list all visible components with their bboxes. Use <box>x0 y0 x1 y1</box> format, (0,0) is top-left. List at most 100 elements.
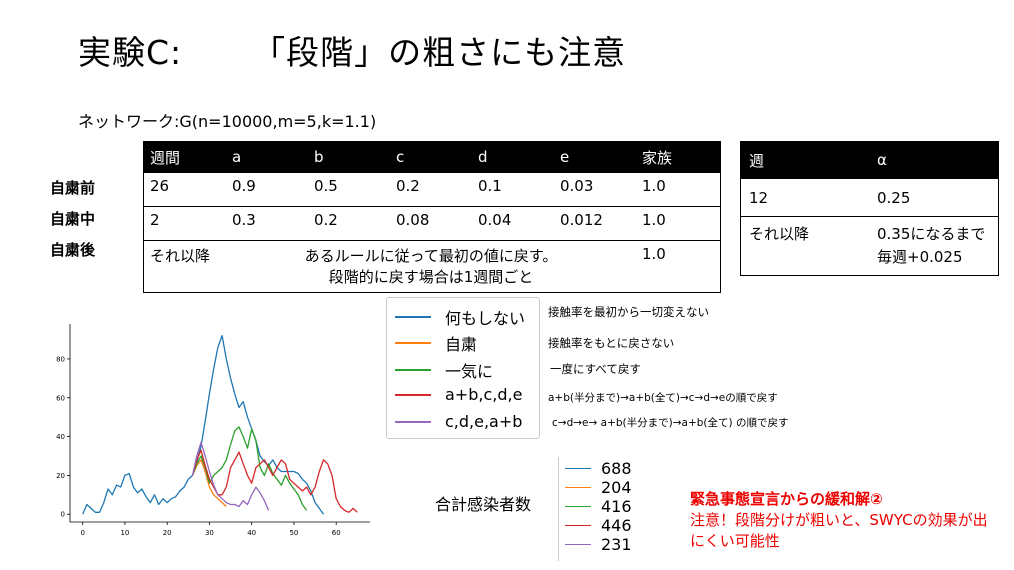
table-cell-week: それ以降 <box>143 240 226 293</box>
y-tick-label: 40 <box>56 433 65 441</box>
header-cell: 週 <box>740 141 869 179</box>
table-cell: 0.2 <box>308 206 390 241</box>
header-cell: a <box>226 141 308 173</box>
total-value: 446 <box>601 516 632 535</box>
infection-chart: 0 10 20 30 40 50 60 0 20 40 60 80 <box>56 324 370 537</box>
table-cell: 1.0 <box>636 206 721 241</box>
total-value: 688 <box>601 459 632 478</box>
legend-line-icon <box>395 393 431 396</box>
total-item: 231 <box>565 535 632 554</box>
table-cell: 2 <box>143 206 226 241</box>
legend-label: a+b,c,d,e <box>445 385 523 404</box>
table-cell: 0.25 <box>869 178 999 217</box>
title-part2: 「段階」の粗さにも注意 <box>252 33 627 72</box>
note: 緊急事態宣言からの緩和解② 注意！段階分けが粗いと、SWYCの効果が出にくい可能… <box>690 489 1000 552</box>
legend-description: 一度にすべて戻す <box>550 362 641 376</box>
legend-line-icon <box>395 342 431 344</box>
table-row: それ以降 あるルールに従って最初の値に戻す。 段階的に戻す場合は1週間ごと 1.… <box>143 240 721 293</box>
legend-description: 接触率を最初から一切変えない <box>548 305 709 319</box>
totals-legend: 688 204 416 446 231 <box>558 457 639 561</box>
x-tick-label: 30 <box>205 529 214 537</box>
table-cell: 0.3 <box>226 206 308 241</box>
y-tick-label: 0 <box>61 511 65 519</box>
row-label-during: 自粛中 <box>50 210 96 228</box>
y-tick-label: 60 <box>56 394 65 402</box>
total-value: 204 <box>601 478 632 497</box>
chart-legend: 何もしない 自粛 一気に a+b,c,d,e c,d,e,a+b <box>386 297 540 439</box>
series-line-3 <box>191 426 308 511</box>
series-line-5 <box>191 441 270 511</box>
legend-item: 自粛 <box>395 331 477 355</box>
legend-label: c,d,e,a+b <box>445 412 523 431</box>
table-row: 2 0.3 0.2 0.08 0.04 0.012 1.0 <box>143 206 721 241</box>
header-cell: α <box>869 141 999 179</box>
table-row: 12 0.25 <box>740 178 999 217</box>
total-line-icon <box>565 505 591 508</box>
table-cell: 0.04 <box>472 206 554 241</box>
note-body: 注意！段階分けが粗いと、SWYCの効果が出にくい可能性 <box>690 511 988 550</box>
legend-description: 接触率をもとに戻さない <box>548 336 675 350</box>
alpha-rule-text: 0.35になるまで毎週+0.025 <box>877 225 986 266</box>
row-label-after: 自粛後 <box>50 241 96 259</box>
legend-line-icon <box>395 316 431 318</box>
y-tick-label: 20 <box>56 472 65 480</box>
total-item: 446 <box>565 516 632 535</box>
alpha-table: 週 α 12 0.25 それ以降 0.35になるまで毎週+0.025 <box>740 141 999 276</box>
title-part1: 実験C: <box>78 33 183 72</box>
y-tick-label: 80 <box>56 355 65 363</box>
header-cell: c <box>390 141 472 173</box>
x-tick-label: 40 <box>247 529 256 537</box>
series-line-4 <box>191 449 358 513</box>
x-tick-label: 50 <box>289 529 298 537</box>
table-cell: 0.5 <box>308 172 390 207</box>
contact-rate-table: 週間 a b c d e 家族 26 0.9 0.5 0.2 0.1 0.03 … <box>143 141 721 293</box>
series-line-2 <box>191 459 227 507</box>
total-value: 416 <box>601 497 632 516</box>
after-rule-text: あるルールに従って最初の値に戻す。 段階的に戻す場合は1週間ごと <box>304 247 558 286</box>
table-cell: 0.9 <box>226 172 308 207</box>
total-line-icon <box>565 467 591 470</box>
table-cell: 0.2 <box>390 172 472 207</box>
table-cell: 1.0 <box>636 172 721 207</box>
table-cell: 1.0 <box>636 240 721 293</box>
total-line-icon <box>565 486 591 489</box>
table-cell: 12 <box>740 178 869 217</box>
header-cell: d <box>472 141 554 173</box>
total-line-icon <box>565 524 591 527</box>
legend-item: 一気に <box>395 358 493 382</box>
table-cell: 0.1 <box>472 172 554 207</box>
table-header-row: 週 α <box>740 141 999 179</box>
header-cell: e <box>554 141 636 173</box>
total-value: 231 <box>601 535 632 554</box>
table-cell: 26 <box>143 172 226 207</box>
chart-series <box>82 334 358 515</box>
page-title: 実験C: 「段階」の粗さにも注意 <box>78 26 626 74</box>
total-infected-label: 合計感染者数 <box>435 495 532 514</box>
table-cell: 0.03 <box>554 172 636 207</box>
table-row: 26 0.9 0.5 0.2 0.1 0.03 1.0 <box>143 172 721 207</box>
note-heading: 緊急事態宣言からの緩和解② <box>690 490 883 508</box>
table-cell: 0.35になるまで毎週+0.025 <box>869 216 999 276</box>
legend-item: c,d,e,a+b <box>395 412 522 431</box>
total-item: 204 <box>565 478 632 497</box>
legend-item: a+b,c,d,e <box>395 385 522 404</box>
header-cell: b <box>308 141 390 173</box>
total-item: 416 <box>565 497 632 516</box>
total-line-icon <box>565 543 591 546</box>
table-cell: 0.08 <box>390 206 472 241</box>
total-item: 688 <box>565 459 632 478</box>
legend-line-icon <box>395 420 431 423</box>
table-cell: それ以降 <box>740 216 869 276</box>
series-line-1 <box>82 334 325 515</box>
legend-label: 自粛 <box>445 335 478 354</box>
header-cell: 家族 <box>636 141 721 173</box>
row-label-before: 自粛前 <box>50 179 96 197</box>
table-header-row: 週間 a b c d e 家族 <box>143 141 721 173</box>
header-cell: 週間 <box>143 141 226 173</box>
x-tick-label: 10 <box>120 529 129 537</box>
after-week-text: それ以降 <box>150 247 211 265</box>
x-tick-label: 0 <box>80 529 84 537</box>
table-row: それ以降 0.35になるまで毎週+0.025 <box>740 216 999 276</box>
legend-label: 何もしない <box>445 309 526 328</box>
table-cell: 0.012 <box>554 206 636 241</box>
